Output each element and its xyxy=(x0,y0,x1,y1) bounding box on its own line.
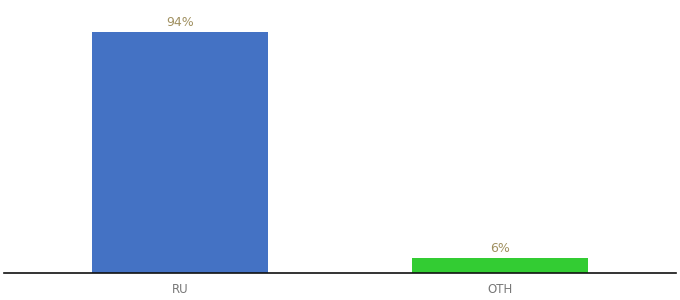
Text: 94%: 94% xyxy=(166,16,194,29)
Text: 6%: 6% xyxy=(490,242,510,255)
Bar xyxy=(412,258,588,273)
Bar xyxy=(92,32,268,273)
